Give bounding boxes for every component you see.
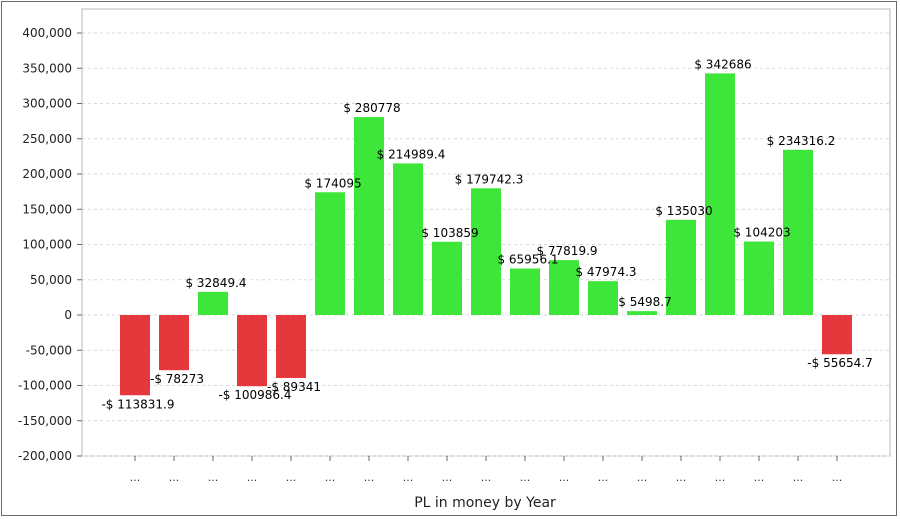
bar[interactable] — [666, 219, 696, 315]
data-label: -$ 78273 — [150, 372, 204, 386]
data-label: -$ 89341 — [267, 380, 321, 394]
y-tick-label: 350,000 — [22, 61, 72, 75]
bar[interactable] — [393, 163, 423, 315]
y-tick-label: 300,000 — [22, 97, 72, 111]
data-labels: -$ 113831.9-$ 78273$ 32849.4-$ 100986.4-… — [101, 57, 872, 411]
y-tick-label: -50,000 — [26, 343, 72, 357]
data-label: $ 32849.4 — [185, 276, 246, 290]
y-tick-label: 0 — [64, 308, 72, 322]
bar[interactable] — [549, 260, 579, 315]
data-label: -$ 113831.9 — [101, 397, 174, 411]
bars — [120, 73, 852, 396]
y-tick-label: 50,000 — [30, 273, 72, 287]
data-label: $ 104203 — [733, 226, 790, 240]
bar[interactable] — [276, 315, 306, 378]
x-tick-label: ... — [442, 471, 453, 484]
x-tick-label: ... — [520, 471, 531, 484]
y-tick-label: -200,000 — [18, 449, 72, 463]
x-tick-label: ... — [481, 471, 492, 484]
bar[interactable] — [588, 281, 618, 315]
data-label: $ 214989.4 — [377, 147, 446, 161]
bar[interactable] — [510, 268, 540, 315]
bar[interactable] — [315, 192, 345, 315]
x-tick-label: ... — [559, 471, 570, 484]
data-label: $ 234316.2 — [767, 134, 836, 148]
y-tick-label: 100,000 — [22, 238, 72, 252]
x-tick-label: ... — [715, 471, 726, 484]
bar[interactable] — [237, 315, 267, 387]
x-tick-label: ... — [286, 471, 297, 484]
x-axis-title: PL in money by Year — [414, 495, 556, 511]
data-label: -$ 55654.7 — [807, 356, 872, 370]
x-tick-label: ... — [403, 471, 414, 484]
data-label: $ 65956.1 — [497, 253, 558, 267]
bar[interactable] — [471, 188, 501, 315]
data-label: $ 77819.9 — [536, 244, 597, 258]
data-label: $ 174095 — [304, 176, 361, 190]
x-axis: ........................................… — [130, 456, 843, 484]
bar[interactable] — [354, 117, 384, 315]
y-axis: 400,000 350,000 300,000 250,000 200,000 150,0… — [18, 26, 82, 463]
data-label: $ 280778 — [343, 101, 400, 115]
data-label: $ 135030 — [655, 204, 712, 218]
data-label: $ 103859 — [421, 226, 478, 240]
data-label: $ 342686 — [694, 57, 751, 71]
x-tick-label: ... — [364, 471, 375, 484]
x-tick-label: ... — [130, 471, 141, 484]
data-label: -$ 100986.4 — [218, 388, 291, 402]
data-label: $ 5498.7 — [618, 295, 671, 309]
x-tick-label: ... — [208, 471, 219, 484]
x-tick-label: ... — [676, 471, 687, 484]
y-tick-label: -100,000 — [18, 379, 72, 393]
y-tick-label: 250,000 — [22, 132, 72, 146]
data-label: $ 47974.3 — [575, 265, 636, 279]
bar[interactable] — [783, 149, 813, 315]
bar[interactable] — [120, 315, 150, 396]
x-tick-label: ... — [832, 471, 843, 484]
bar[interactable] — [705, 73, 735, 315]
y-tick-label: -150,000 — [18, 414, 72, 428]
bar[interactable] — [159, 315, 189, 371]
x-tick-label: ... — [247, 471, 258, 484]
bar[interactable] — [822, 315, 852, 355]
y-tick-label: 200,000 — [22, 167, 72, 181]
bar[interactable] — [198, 291, 228, 315]
bar[interactable] — [432, 241, 462, 315]
x-tick-label: ... — [598, 471, 609, 484]
y-tick-label: 150,000 — [22, 202, 72, 216]
x-tick-label: ... — [637, 471, 648, 484]
x-tick-label: ... — [169, 471, 180, 484]
x-tick-label: ... — [754, 471, 765, 484]
x-tick-label: ... — [325, 471, 336, 484]
y-tick-label: 400,000 — [22, 26, 72, 40]
bar[interactable] — [744, 241, 774, 315]
data-label: $ 179742.3 — [455, 172, 524, 186]
bar[interactable] — [627, 311, 657, 315]
x-tick-label: ... — [793, 471, 804, 484]
